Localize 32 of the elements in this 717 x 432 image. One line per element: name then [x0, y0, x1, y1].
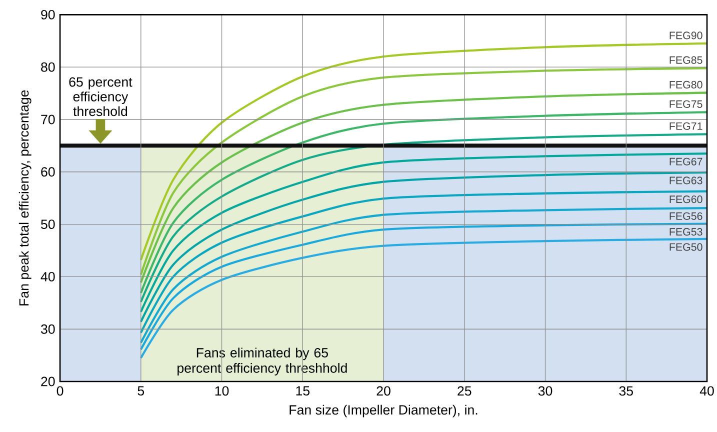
x-tick-label: 30	[538, 386, 552, 396]
series-label: FEG60	[670, 196, 702, 204]
series-label: FEG80	[670, 81, 702, 89]
x-tick-label: 20	[376, 386, 390, 396]
series-label: FEG63	[670, 176, 702, 184]
x-tick-label: 35	[619, 386, 633, 396]
series-label: FEG50	[670, 243, 702, 252]
y-axis-title: Fan peak total efficiency, percentage	[18, 90, 32, 306]
y-tick-label: 80	[41, 62, 55, 72]
y-tick-label: 90	[41, 10, 55, 20]
series-label: FEG75	[670, 100, 702, 108]
x-tick-label: 10	[215, 386, 229, 396]
series-label: FEG85	[670, 56, 702, 64]
y-tick-label: 70	[41, 115, 55, 124]
x-axis-title: Fan size (Impeller Diameter), in.	[290, 405, 478, 418]
series-label: FEG71	[670, 122, 702, 130]
y-tick-label: 20	[41, 377, 55, 386]
x-tick-label: 15	[296, 386, 310, 396]
x-tick-label: 40	[700, 386, 714, 396]
series-label: FEG67	[670, 158, 702, 166]
y-tick-label: 60	[41, 167, 55, 177]
y-tick-label: 30	[40, 324, 55, 334]
y-tick-label: 40	[40, 272, 55, 282]
series-label: FEG53	[670, 228, 702, 236]
y-tick-label: 50	[41, 220, 55, 230]
band-label: Fans eliminated by 65 percent efficiency threshhold	[178, 348, 347, 376]
ref-line-label: 65 percent efficiency threshold	[69, 78, 132, 116]
x-tick-label: 5	[138, 386, 144, 396]
x-tick-label: 25	[458, 386, 472, 396]
series-label: FEG90	[670, 32, 702, 40]
x-tick-label: 0	[56, 386, 64, 396]
series-label: FEG56	[670, 212, 702, 220]
